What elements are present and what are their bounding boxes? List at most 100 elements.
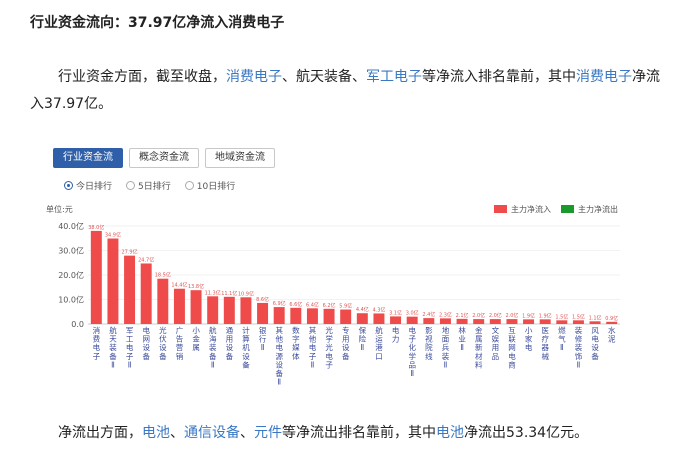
p1-text-b: 、航天装备、 [282,69,366,85]
p2-text-a: 净流出方面， [58,425,142,441]
radio-dot-icon [126,181,136,190]
bar-value-label: 6.4亿 [306,301,319,308]
bar[interactable] [340,309,352,324]
radio-10day-label: 10日排行 [196,182,236,192]
x-category-label: 小金属 [192,326,200,352]
x-category-label: 光伏设备 [159,325,167,361]
bar[interactable] [323,308,335,324]
bar-value-label: 10.9亿 [238,290,254,297]
bar[interactable] [523,319,535,324]
bar-value-label: 1.5亿 [572,313,585,320]
x-category-label: 军工电子 Ⅱ [126,326,134,369]
link-telecom-equipment[interactable]: 通信设备 [184,425,240,441]
bar[interactable] [456,318,468,324]
bar-value-label: 13.8亿 [188,283,204,290]
tab-industry-flow[interactable]: 行业资金流 [53,148,123,168]
link-battery[interactable]: 电池 [142,425,170,441]
bar[interactable] [473,319,485,324]
legend-outflow-label[interactable]: 主力净流出 [578,204,618,214]
bar[interactable] [373,313,385,324]
link-consumer-electronics-2[interactable]: 消费电子 [576,69,632,85]
bar[interactable] [306,308,318,324]
link-components[interactable]: 元件 [254,425,282,441]
x-category-label: 航运港口 [375,325,383,361]
x-category-label: 水泥 [608,325,616,344]
bar[interactable] [356,313,368,324]
bar[interactable] [140,263,152,324]
link-military-electronics[interactable]: 军工电子 [366,69,422,85]
outflow-paragraph: 净流出方面，电池、通信设备、元件等净流出排名靠前，其中电池净流出53.34亿元。 [30,420,670,447]
bar[interactable] [273,307,285,324]
legend-inflow-label[interactable]: 主力净流入 [511,204,551,214]
bar-value-label: 27.9亿 [121,249,137,256]
bar-value-label: 1.5亿 [555,313,568,320]
link-battery-2[interactable]: 电池 [436,425,464,441]
bar-value-label: 1.1亿 [589,314,602,321]
bar[interactable] [506,319,518,324]
radio-today[interactable]: 今日排行 [64,179,112,192]
bar-value-label: 1.9亿 [539,312,552,319]
bar[interactable] [290,307,302,324]
radio-10day[interactable]: 10日排行 [184,179,236,192]
link-consumer-electronics[interactable]: 消费电子 [226,69,282,85]
bar[interactable] [223,296,235,324]
bar[interactable] [190,290,202,324]
radio-dot-icon [64,181,73,190]
p2-text-e: 净流出53.34亿元。 [464,425,589,441]
x-category-label: 数字媒体 [292,325,300,361]
radio-5day[interactable]: 5日排行 [126,179,171,192]
bar-value-label: 6.6亿 [289,301,302,308]
bar[interactable] [390,316,402,324]
bar[interactable] [606,321,618,324]
bar[interactable] [439,318,451,324]
bar-value-label: 11.1亿 [221,290,237,297]
bar[interactable] [157,278,169,324]
x-category-label: 风电设备 [591,326,599,361]
bar[interactable] [539,319,551,324]
x-category-label: 地面兵装 Ⅱ [442,325,450,369]
bar-value-label: 2.1亿 [456,312,469,319]
y-tick-label: 20.0亿 [58,270,84,280]
x-category-label: 燃气 Ⅱ [558,325,566,352]
x-category-label: 航天装备 Ⅱ [109,325,117,369]
bar-value-label: 4.3亿 [372,306,385,313]
bar[interactable] [489,319,501,324]
bar-value-label: 6.9亿 [273,300,286,307]
bar[interactable] [90,230,102,324]
inflow-paragraph: 行业资金方面，截至收盘，消费电子、航天装备、军工电子等净流入排名靠前，其中消费电… [30,64,670,118]
bar[interactable] [240,297,252,324]
x-category-label: 光学光电子 [325,325,333,369]
bar[interactable] [257,302,269,324]
bar-value-label: 2.0亿 [489,312,502,319]
bar-value-label: 1.9亿 [522,312,535,319]
bar-value-label: 2.3亿 [439,311,452,318]
x-category-label: 银行 Ⅱ [259,326,267,352]
bar[interactable] [572,320,584,324]
p1-text-a: 行业资金方面，截至收盘， [58,69,226,85]
x-category-label: 金属新材料 [475,325,483,369]
bar[interactable] [406,316,418,324]
bar[interactable] [124,255,136,324]
x-category-label: 林业 Ⅱ [458,325,466,352]
article-title: 行业资金流向：37.97亿净流入消费电子 [30,15,285,31]
bar-value-label: 11.3亿 [205,289,221,296]
legend-outflow-swatch [561,205,574,213]
radio-dot-icon [184,181,194,190]
industry-flow-bar-chart: 单位:元 主力净流入 主力净流出 0.0 10.0亿 20.0亿 30.0亿 40.0亿… [46,204,620,387]
bar[interactable] [556,320,568,324]
bar-value-label: 3.0亿 [406,310,419,317]
tab-region-flow[interactable]: 地域资金流 [205,148,275,168]
bar[interactable] [173,288,185,324]
tab-concept-flow[interactable]: 概念资金流 [129,148,199,168]
bar-value-label: 8.6亿 [256,296,269,303]
x-category-label: 小家电 [525,326,533,352]
bar-value-label: 0.9亿 [605,315,618,322]
bar[interactable] [423,318,435,324]
bar[interactable] [589,321,601,324]
bar[interactable] [207,296,219,324]
bar-value-label: 5.9亿 [339,303,352,310]
x-category-label: 保险 Ⅱ [359,326,367,352]
bar-value-label: 3.1亿 [389,309,402,316]
bar[interactable] [107,238,119,324]
